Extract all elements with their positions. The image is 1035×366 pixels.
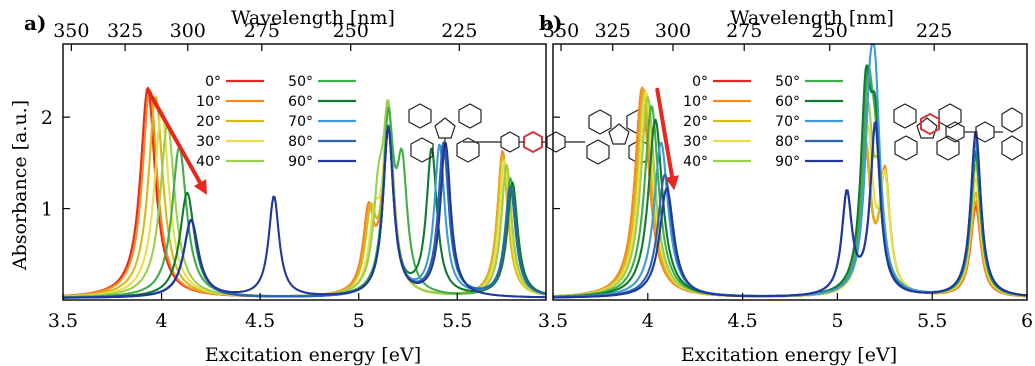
x-tick-label: 3.5 <box>538 310 568 332</box>
top-tick-label: 325 <box>107 20 143 42</box>
legend-label: 10° <box>683 94 708 110</box>
curves <box>553 44 1027 299</box>
curves <box>63 86 546 299</box>
top-tick-label: 300 <box>170 20 206 42</box>
x-tick-label: 4 <box>156 310 168 332</box>
x-tick-label: 3.5 <box>48 310 78 332</box>
top-tick-label: 250 <box>812 20 848 42</box>
y-tick-label: 1 <box>41 199 53 221</box>
panel-a-top-axis-title: Wavelength [nm] <box>231 7 395 29</box>
series-line-80deg <box>63 125 546 299</box>
x-tick-label: 5.5 <box>442 310 472 332</box>
trend-arrow-head <box>193 179 207 195</box>
panel-a-x-axis-title: Excitation energy [eV] <box>205 344 421 366</box>
legend-label: 60° <box>775 94 800 110</box>
legend-label: 30° <box>683 134 708 150</box>
x-tick-label: 5.5 <box>917 310 947 332</box>
series-line-60deg <box>63 124 546 299</box>
legend-label: 60° <box>288 94 313 110</box>
legend-label: 70° <box>775 114 800 130</box>
top-tick-label: 350 <box>53 20 89 42</box>
legend-label: 90° <box>288 154 313 170</box>
legend-label: 0° <box>692 74 708 90</box>
trend-arrow-shaft <box>655 87 675 179</box>
legend-label: 20° <box>683 114 708 130</box>
top-tick-label: 325 <box>595 20 631 42</box>
legend-label: 90° <box>775 154 800 170</box>
x-tick-label: 4.5 <box>245 310 275 332</box>
trend-arrow-head <box>665 175 679 191</box>
panel-b-label: b) <box>539 11 562 35</box>
x-tick-label: 4.5 <box>727 310 757 332</box>
series-line-90deg <box>63 125 546 299</box>
legend-label: 80° <box>775 134 800 150</box>
x-tick-label: 6 <box>1021 310 1033 332</box>
trend-arrow-shaft <box>145 87 203 185</box>
series-line-90deg <box>553 121 1027 299</box>
top-tick-label: 275 <box>726 20 762 42</box>
legend-label: 80° <box>288 134 313 150</box>
y-tick-label: 2 <box>41 107 53 129</box>
legend-label: 50° <box>288 74 313 90</box>
panel-b-x-axis-title: Excitation energy [eV] <box>681 344 897 366</box>
top-tick-label: 250 <box>333 20 369 42</box>
legend-label: 40° <box>196 154 221 170</box>
panel-a: a) Wavelength [nm] Excitation energy [eV… <box>9 7 652 366</box>
top-tick-label: 350 <box>543 20 579 42</box>
panel-a-y-axis-title: Absorbance [a.u.] <box>9 100 31 271</box>
legend-label: 30° <box>196 134 221 150</box>
legend-label: 40° <box>683 154 708 170</box>
panel-b: b) Wavelength [nm] Excitation energy [eV… <box>538 7 1033 366</box>
series-line-70deg <box>63 125 546 299</box>
legend-label: 70° <box>288 114 313 130</box>
panel-b-plot-area: 3.5 4 4.5 5 5.5 6 350 325 300 275 250 225 0° 10° 20° 30… <box>538 20 1033 332</box>
plot-frame <box>552 43 1028 301</box>
legend-label: 50° <box>775 74 800 90</box>
panel-b-molecule-structure <box>893 103 1023 161</box>
legend-label: 10° <box>196 94 221 110</box>
top-tick-label: 300 <box>655 20 691 42</box>
x-tick-label: 5 <box>353 310 365 332</box>
panel-a-plot-area: 3.5 4 4.5 5 5.5 1 2 350 325 300 275 250 225 0° 10° 20° 3… <box>41 20 547 332</box>
top-tick-label: 225 <box>916 20 952 42</box>
panel-a-label: a) <box>24 11 46 35</box>
top-tick-label: 275 <box>244 20 280 42</box>
panel-b-top-axis-title: Wavelength [nm] <box>730 7 894 29</box>
x-tick-label: 4 <box>642 310 654 332</box>
plot-frame <box>62 43 547 301</box>
x-tick-label: 5 <box>831 310 843 332</box>
legend-label: 0° <box>205 74 221 90</box>
legend-label: 20° <box>196 114 221 130</box>
top-tick-label: 225 <box>441 20 477 42</box>
